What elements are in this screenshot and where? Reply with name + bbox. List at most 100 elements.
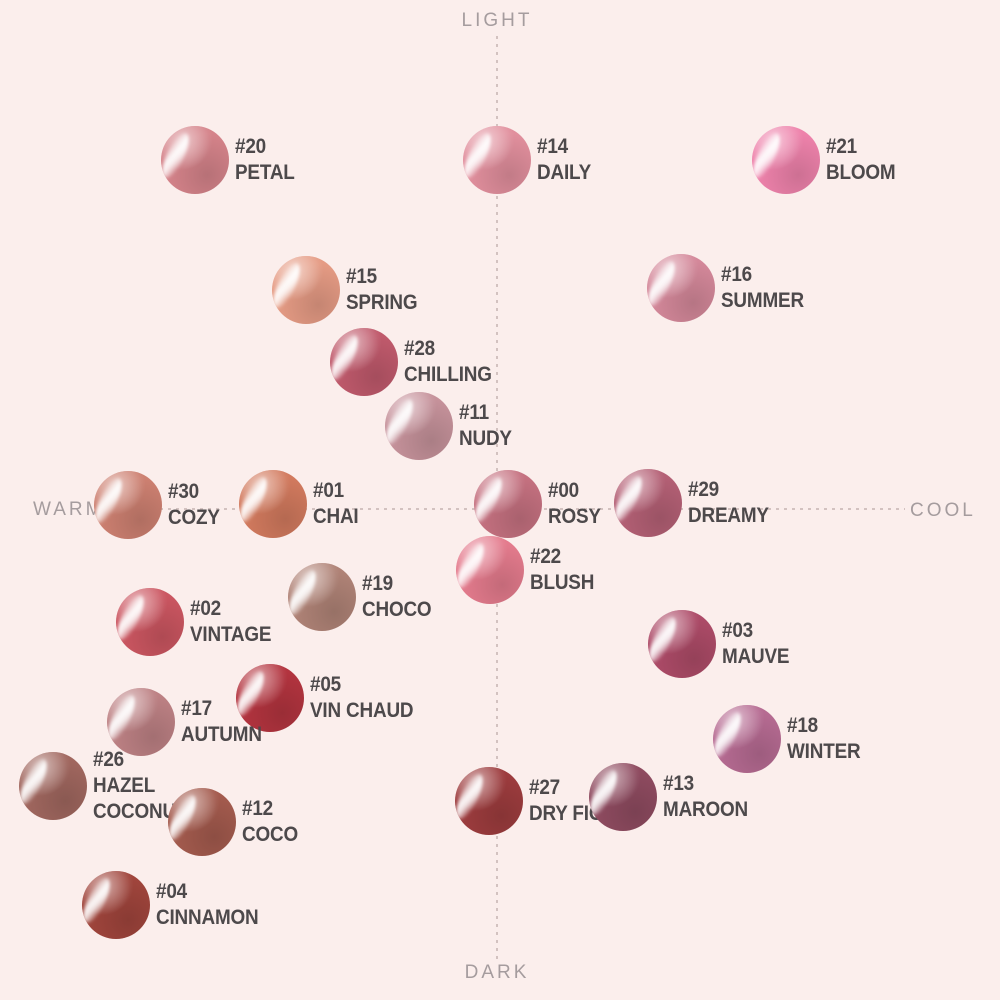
swatch-circle	[288, 563, 356, 631]
swatch-circle	[116, 588, 184, 656]
swatch-circle	[107, 688, 175, 756]
swatch-label: #03 MAUVE	[722, 618, 797, 670]
swatch-label-line: PETAL	[235, 161, 295, 184]
swatch-circle	[474, 470, 542, 538]
gloss-highlight-icon	[168, 791, 201, 843]
swatch-label-line: #19	[362, 572, 394, 595]
swatch-label-line: #11	[459, 401, 489, 424]
swatch-cozy: #30 COZY	[94, 471, 220, 539]
swatch-circle	[330, 328, 398, 396]
swatch-circle	[455, 767, 523, 835]
swatch-label-line: WINTER	[787, 740, 861, 763]
swatch-label: #16 SUMMER	[721, 262, 813, 314]
swatch-label-line: DRY FIG	[529, 802, 604, 825]
swatch-circle	[456, 536, 524, 604]
swatch-blush: #22 BLUSH	[456, 536, 594, 604]
swatch-label: #27 DRY FIG	[529, 775, 612, 827]
gloss-highlight-icon	[647, 257, 680, 309]
swatch-circle	[614, 469, 682, 537]
swatch-label-line: #01	[313, 479, 345, 502]
swatch-dry-fig: #27 DRY FIG	[455, 767, 604, 835]
swatch-hazel-coconut: #26 HAZEL COCONUT	[19, 748, 187, 823]
swatch-label-line: #20	[235, 135, 267, 158]
swatch-label-line: #02	[190, 597, 222, 620]
swatch-maroon: #13 MAROON	[589, 763, 748, 831]
swatch-label: #18 WINTER	[787, 713, 869, 765]
swatch-coco: #12 COCO	[168, 788, 298, 856]
swatch-label: #01 CHAI	[313, 478, 364, 530]
swatch-nudy: #11 NUDY	[385, 392, 512, 460]
swatch-label-line: HAZEL	[93, 774, 156, 797]
swatch-label-line: #04	[156, 880, 188, 903]
swatch-circle	[385, 392, 453, 460]
swatch-label-line: SPRING	[346, 291, 418, 314]
swatch-mauve: #03 MAUVE	[648, 610, 790, 678]
swatch-label-line: #21	[826, 135, 858, 158]
swatch-vin-chaud: #05 VIN CHAUD	[236, 664, 414, 732]
swatch-rosy: #00 ROSY	[474, 470, 601, 538]
swatch-label-line: DAILY	[537, 161, 592, 184]
swatch-label-line: VIN CHAUD	[310, 699, 414, 722]
swatch-daily: #14 DAILY	[463, 126, 591, 194]
swatch-label: #00 ROSY	[548, 478, 607, 530]
swatch-vintage: #02 VINTAGE	[116, 588, 272, 656]
gloss-highlight-icon	[589, 766, 622, 818]
swatch-label-line: #18	[787, 714, 819, 737]
gloss-highlight-icon	[385, 395, 418, 447]
swatch-label-line: #00	[548, 479, 580, 502]
swatch-label: #21 BLOOM	[826, 134, 903, 186]
gloss-highlight-icon	[648, 613, 681, 665]
swatch-circle	[463, 126, 531, 194]
swatch-label: #11 NUDY	[459, 400, 518, 452]
swatch-winter: #18 WINTER	[713, 705, 861, 773]
swatch-label-line: COZY	[168, 506, 220, 529]
swatch-label: #17 AUTUMN	[181, 696, 271, 748]
swatch-circle	[168, 788, 236, 856]
swatch-label: #05 VIN CHAUD	[310, 672, 425, 724]
axis-label-light: LIGHT	[461, 10, 533, 31]
swatch-label-line: #28	[404, 337, 436, 360]
gloss-highlight-icon	[330, 331, 363, 383]
swatch-label-line: #15	[346, 265, 378, 288]
axis-label-warm: WARM	[33, 499, 105, 520]
swatch-label-line: SUMMER	[721, 289, 804, 312]
swatch-label-line: CHOCO	[362, 598, 432, 621]
swatch-cinnamon: #04 CINNAMON	[82, 871, 259, 939]
swatch-spring: #15 SPRING	[272, 256, 418, 324]
gloss-highlight-icon	[614, 472, 647, 524]
swatch-circle	[94, 471, 162, 539]
gloss-highlight-icon	[272, 259, 305, 311]
gloss-highlight-icon	[463, 129, 496, 181]
swatch-label: #22 BLUSH	[530, 544, 601, 596]
axis-label-dark: DARK	[464, 962, 530, 983]
swatch-label-line: AUTUMN	[181, 723, 262, 746]
gloss-highlight-icon	[161, 129, 194, 181]
swatch-summer: #16 SUMMER	[647, 254, 804, 322]
swatch-label-line: #12	[242, 797, 274, 820]
swatch-label-line: CINNAMON	[156, 906, 259, 929]
swatch-label: #29 DREAMY	[688, 477, 778, 529]
swatch-dreamy: #29 DREAMY	[614, 469, 769, 537]
swatch-circle	[648, 610, 716, 678]
swatch-label-line: CHAI	[313, 505, 359, 528]
swatch-label-line: #03	[722, 619, 754, 642]
gloss-highlight-icon	[116, 591, 149, 643]
swatch-circle	[239, 470, 307, 538]
swatch-label-line: MAUVE	[722, 645, 790, 668]
swatch-circle	[713, 705, 781, 773]
swatch-label: #14 DAILY	[537, 134, 597, 186]
axis-label-cool: COOL	[910, 500, 976, 521]
swatch-label: #15 SPRING	[346, 264, 425, 316]
swatch-label-line: ROSY	[548, 505, 601, 528]
swatch-label-line: #13	[663, 772, 695, 795]
swatch-label-line: COCO	[242, 823, 298, 846]
swatch-label-line: CHILLING	[404, 363, 492, 386]
swatch-label-line: #29	[688, 478, 720, 501]
swatch-chai: #01 CHAI	[239, 470, 359, 538]
swatch-label-line: #30	[168, 480, 200, 503]
swatch-autumn: #17 AUTUMN	[107, 688, 262, 756]
swatch-label-line: MAROON	[663, 798, 749, 821]
swatch-label: #04 CINNAMON	[156, 879, 270, 931]
swatch-label-line: #16	[721, 263, 753, 286]
